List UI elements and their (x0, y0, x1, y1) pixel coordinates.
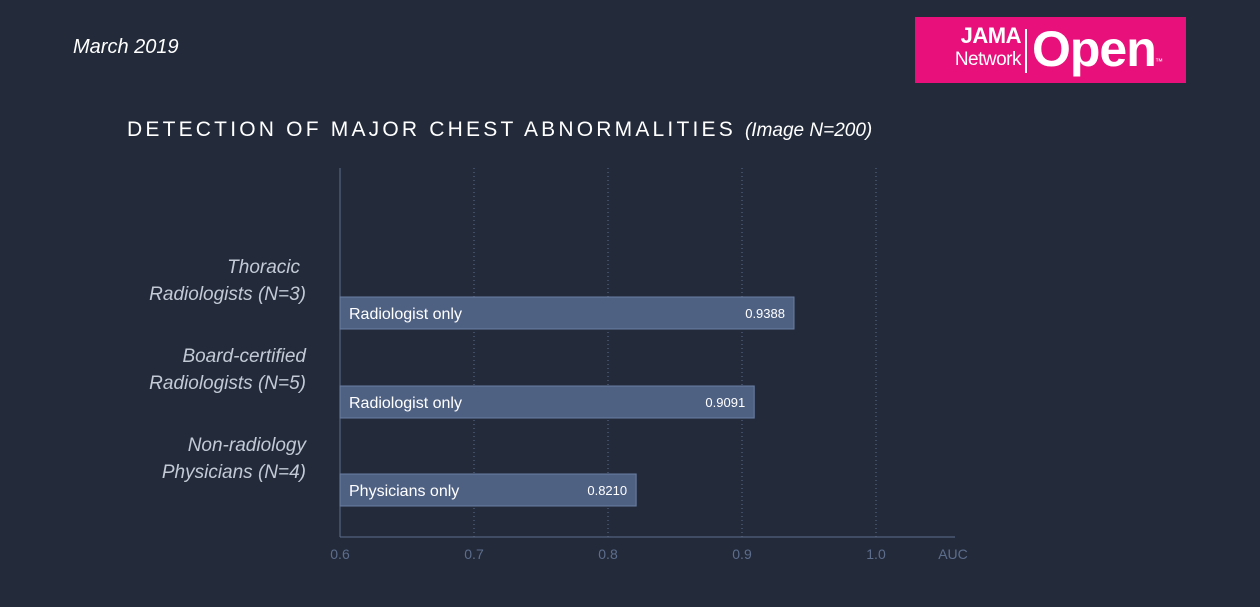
x-tick-label: 0.9 (732, 546, 752, 562)
bar-label: Physicians only (349, 483, 459, 500)
x-tick-label: 0.8 (598, 546, 618, 562)
group-label: Non-radiology (188, 435, 308, 456)
chart-title-main: DETECTION OF MAJOR CHEST ABNORMALITIES (127, 118, 736, 141)
date-label: March 2019 (73, 36, 179, 58)
group-label: Radiologists (N=5) (149, 373, 306, 394)
jama-network-open-logo: JAMA Network Open ™ (915, 17, 1186, 83)
logo-open-text: Open (1032, 21, 1157, 77)
x-tick-label: 0.7 (464, 546, 484, 562)
bar-label: Radiologist only (349, 306, 462, 323)
group-label: Physicians (N=4) (162, 462, 306, 483)
group-label: Radiologists (N=3) (149, 284, 306, 305)
bar-value-label: 0.9091 (705, 395, 745, 410)
x-axis-label: AUC (938, 546, 968, 562)
logo-trademark: ™ (1155, 57, 1163, 66)
bar (339, 385, 755, 419)
bar (339, 473, 637, 507)
bar (339, 296, 795, 330)
bar-label: Radiologist only (349, 395, 462, 412)
group-label: Thoracic (227, 257, 300, 278)
logo-network-text: Network (954, 49, 1022, 70)
logo-jama-text: JAMA (960, 23, 1022, 48)
bar-value-label: 0.9388 (745, 306, 785, 321)
group-label: Board-certified (182, 346, 307, 367)
logo-divider (1025, 29, 1027, 73)
bar-value-label: 0.8210 (587, 483, 627, 498)
chart-title-sub: (Image N=200) (744, 120, 873, 141)
x-tick-label: 0.6 (330, 546, 350, 562)
x-tick-label: 1.0 (866, 546, 886, 562)
chart-title: DETECTION OF MAJOR CHEST ABNORMALITIES (… (127, 118, 872, 142)
